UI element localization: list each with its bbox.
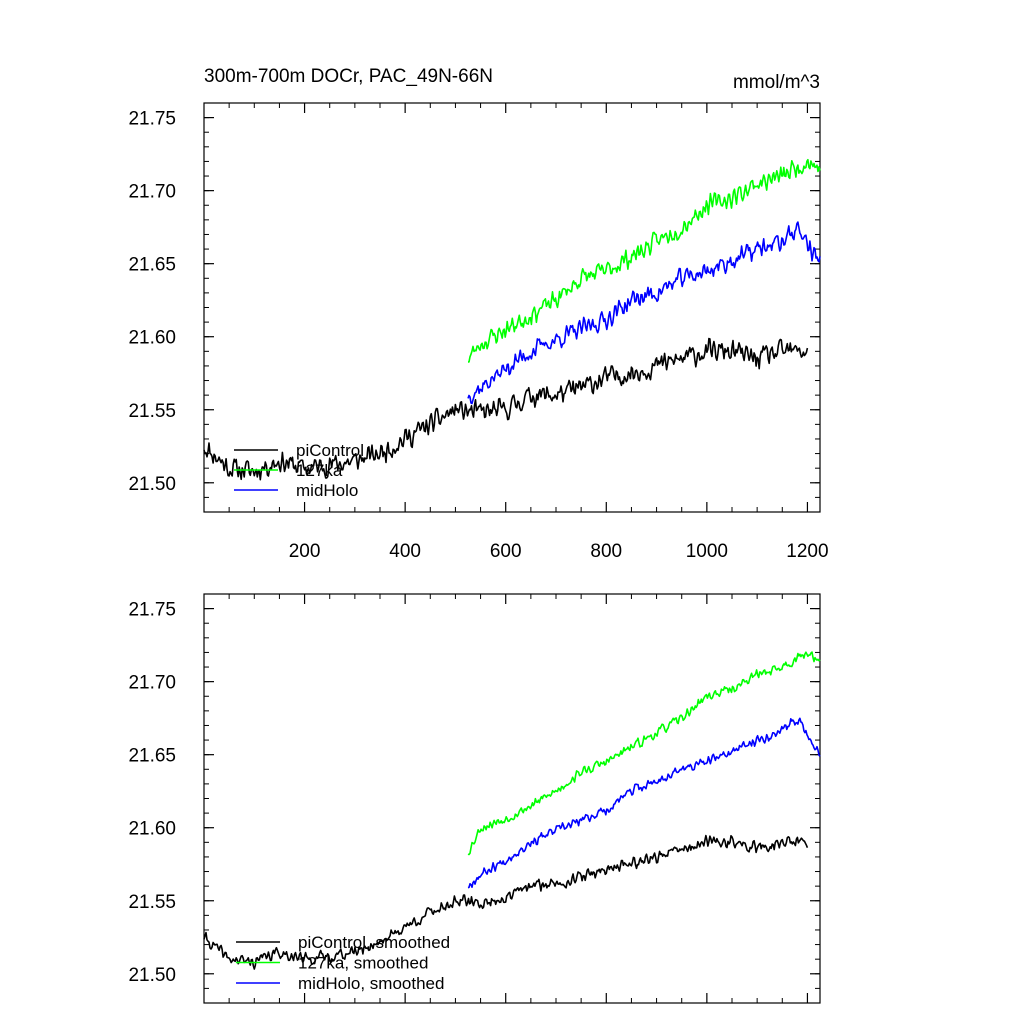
x-tick-label: 800 — [590, 541, 622, 562]
legend-label: piControl, smoothed — [298, 933, 450, 952]
series-line — [467, 717, 821, 889]
legend-label: midHolo — [296, 481, 358, 500]
legend-label: piControl — [296, 441, 364, 460]
legend-label: 127ka — [296, 461, 343, 480]
series-line — [467, 221, 821, 405]
x-tick-label: 600 — [490, 541, 522, 562]
x-tick-label: 1200 — [786, 541, 828, 562]
y-tick-label: 21.60 — [128, 328, 176, 349]
y-tick-label: 21.75 — [128, 600, 176, 621]
plot-frame — [203, 593, 821, 1004]
chart-title: 300m-700m DOCr, PAC_49N-66N — [204, 66, 493, 87]
legend-label: midHolo, smoothed — [298, 974, 444, 993]
series-line — [203, 337, 809, 481]
y-tick-label: 21.70 — [128, 673, 176, 694]
y-tick-label: 21.70 — [128, 182, 176, 203]
bottom-panel: 21.50 21.55 21.60 21.65 21.70 21.75 piControl,… — [128, 593, 821, 1004]
x-tick-label: 200 — [289, 541, 321, 562]
top-panel: 21.50 21.55 21.60 21.65 21.70 21.75 200 400 600 8… — [128, 102, 829, 562]
y-tick-label: 21.65 — [128, 255, 176, 276]
x-tick-label: 400 — [389, 541, 421, 562]
x-tick-label: 1000 — [686, 541, 728, 562]
series-line — [468, 158, 821, 363]
y-tick-label: 21.60 — [128, 819, 176, 840]
legend-label: 127ka, smoothed — [298, 954, 428, 973]
y-tick-label: 21.75 — [128, 109, 176, 130]
y-tick-label: 21.50 — [128, 965, 176, 986]
y-tick-label: 21.55 — [128, 401, 176, 422]
y-tick-label: 21.55 — [128, 892, 176, 913]
y-tick-label: 21.65 — [128, 746, 176, 767]
series-line — [467, 651, 821, 856]
series-line — [203, 834, 809, 970]
units-label: mmol/m^3 — [733, 72, 820, 93]
y-tick-label: 21.50 — [128, 474, 176, 495]
